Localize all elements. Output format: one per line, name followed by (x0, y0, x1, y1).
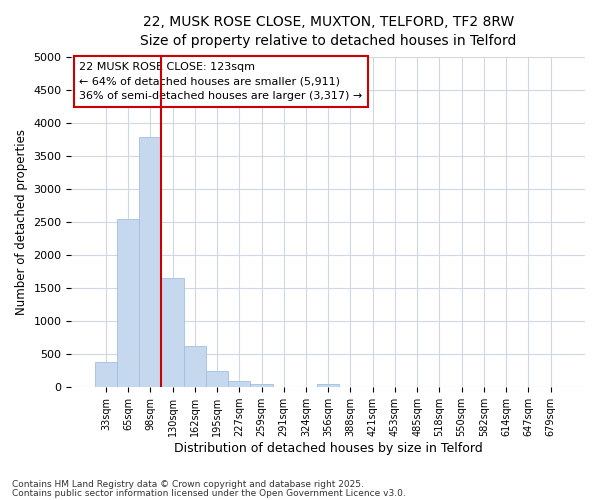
Bar (184, 346, 206, 387)
Y-axis label: Number of detached properties: Number of detached properties (15, 129, 28, 315)
Text: Contains public sector information licensed under the Open Government Licence v3: Contains public sector information licen… (12, 488, 406, 498)
Bar (117, 218, 139, 387)
Text: Contains HM Land Registry data © Crown copyright and database right 2025.: Contains HM Land Registry data © Crown c… (12, 480, 364, 489)
Bar (250, 384, 272, 387)
Bar (317, 384, 340, 387)
Bar (161, 278, 184, 387)
Bar (228, 380, 250, 387)
Text: 22 MUSK ROSE CLOSE: 123sqm
← 64% of detached houses are smaller (5,911)
36% of s: 22 MUSK ROSE CLOSE: 123sqm ← 64% of deta… (79, 62, 362, 101)
Bar (139, 138, 161, 387)
X-axis label: Distribution of detached houses by size in Telford: Distribution of detached houses by size … (174, 442, 482, 455)
Bar (95, 362, 117, 387)
Bar (206, 370, 228, 387)
Title: 22, MUSK ROSE CLOSE, MUXTON, TELFORD, TF2 8RW
Size of property relative to detac: 22, MUSK ROSE CLOSE, MUXTON, TELFORD, TF… (140, 15, 517, 48)
